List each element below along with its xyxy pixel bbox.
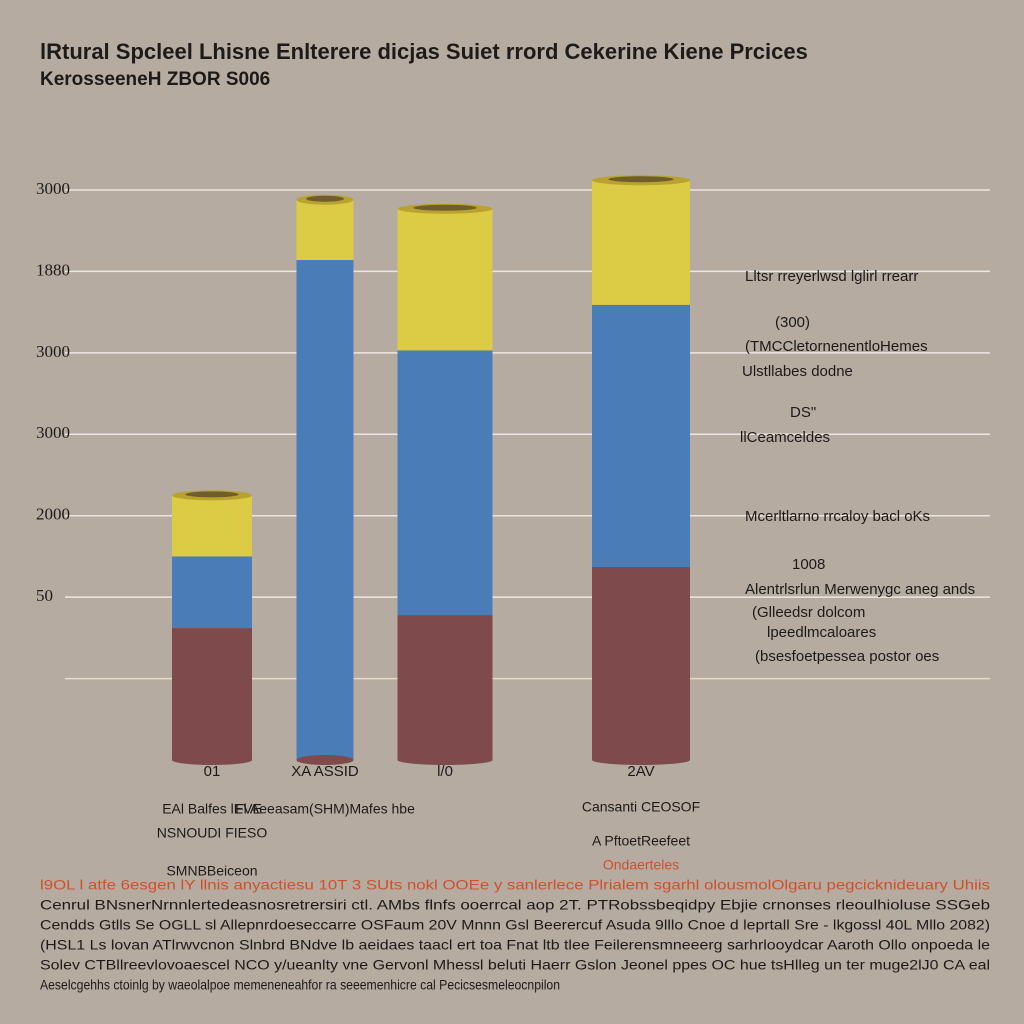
bar-foot [592,755,690,765]
category-note: EAl Balfes lEVE [162,801,262,817]
x-tick-label: 2AV [627,763,654,780]
bar-foot [397,755,493,765]
bar-segment [172,495,252,557]
annotation: (bsesfoetpessea postor oes [755,648,939,665]
bar-segment [397,615,493,760]
annotation: Mcerltlarno rrcaloy bacl oKs [745,508,930,525]
category-note: Cansanti CEOSOF [582,799,700,815]
bar-segment [296,199,354,261]
annotation: (TMCCletornenentloHemes [745,338,928,355]
bar-foot [172,755,252,765]
footer-line: Cendds Gtlls Se OGLL sl Allepnrdoeseccar… [40,917,990,933]
footer-line: Aeselcgehhs ctoinlg by waeolalpoe memene… [40,977,560,993]
labels: 50 2000 3000 3000 1880 3000 01 EAl Balfes lEVE N… [36,179,990,993]
y-tick-label: 50 [36,586,53,605]
annotation: Ulstllabes dodne [742,363,853,380]
footer-line: Solev CTBllreevlovoaescel NCO y/ueanlty … [40,957,990,973]
x-tick-label: l/0 [437,763,453,780]
bar-segment [296,260,354,760]
annotation: Lltsr rreyerlwsd lglirl rrearr [745,268,918,285]
bar-cap-inner [306,195,344,202]
x-tick-label: XA ASSID [291,763,359,780]
category-note: A PftoetReefeet [592,833,690,849]
y-tick-label: 2000 [36,505,70,524]
bar-segment [172,556,252,629]
annotation: (300) [775,314,810,331]
annotation: 1008 [792,556,825,573]
chart-title: lRtural Spcleel Lhisne Enlterere dicjas … [40,39,808,64]
bar-segment [592,304,690,568]
bar-foot [296,755,354,765]
bar-cap-inner [608,176,674,183]
annotation: lpeedlmcaloares [767,624,876,641]
bars [172,175,690,765]
footer-line: l9OL l atfe 6esgen lY llnis anyactiesu 1… [40,877,990,893]
bar-segment [172,628,252,760]
bar-segment [592,567,690,760]
y-tick-label: 1880 [36,260,70,279]
annotation: (Glleedsr dolcom [752,604,865,621]
chart-subtitle: KerosseeneH ZBOR S006 [40,69,270,90]
bar-segment [592,180,690,305]
bar-segment [397,350,493,616]
category-note: Fl Aeeasam(SHM)Mafes hbe [235,801,415,817]
footer-line: Cenrul BNsnerNrnnlertedeasnosretrersiri … [40,897,990,913]
category-note: SMNBBeiceon [166,863,257,879]
y-tick-label: 3000 [36,342,70,361]
footer-line: (HSL1 Ls lovan ATlrwvcnon Slnbrd BNdve l… [40,937,990,953]
annotation: DS" [790,404,816,421]
category-note: Ondaerteles [603,857,679,873]
annotation: Alentrlsrlun Merwenygc aneg ands [745,581,975,598]
bar-cap-inner [185,491,239,498]
y-tick-label: 3000 [36,423,70,442]
y-tick-label: 3000 [36,179,70,198]
bar-cap-inner [413,204,477,211]
bar-segment [397,208,493,351]
annotation: llCeamceldes [740,429,830,446]
category-note: NSNOUDI FIESO [157,825,268,841]
x-tick-label: 01 [204,763,221,780]
